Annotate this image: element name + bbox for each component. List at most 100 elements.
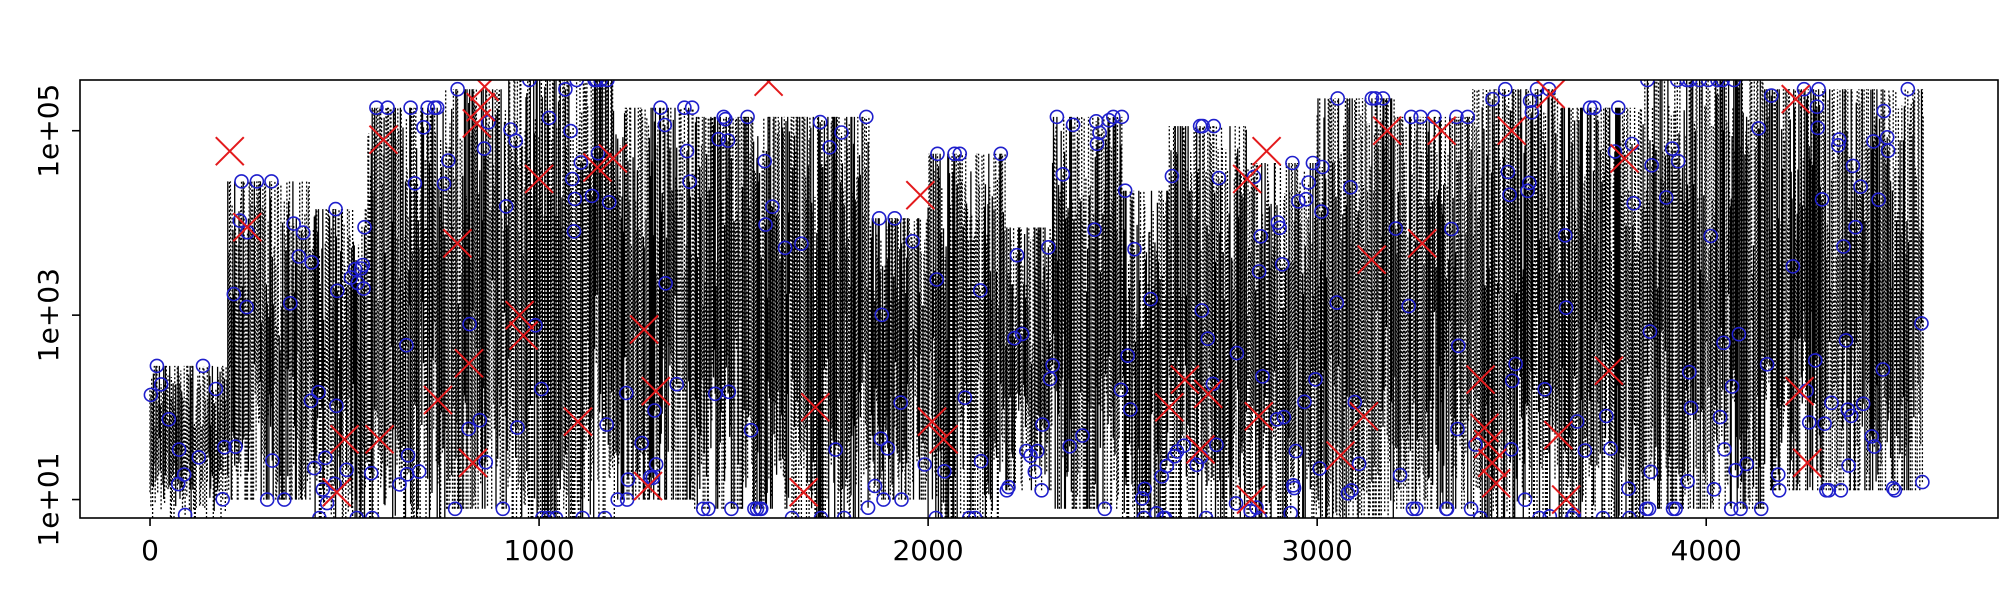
data-point [1498, 81, 1513, 97]
data-point [1845, 158, 1861, 174]
outlier-marker [504, 300, 535, 330]
data-point [1664, 141, 1680, 156]
data-point [1915, 474, 1930, 490]
data-point [304, 254, 320, 270]
data-point [495, 501, 511, 517]
data-point [874, 307, 890, 323]
data-point [541, 510, 556, 518]
outlier-marker [1784, 376, 1815, 406]
outlier-marker [1426, 116, 1457, 146]
data-point [1449, 109, 1464, 125]
data-point [721, 384, 737, 400]
data-point [610, 492, 626, 507]
data-point [567, 191, 583, 207]
data-point [380, 100, 395, 115]
data-point [177, 507, 193, 518]
data-point [1200, 331, 1216, 347]
data-point [1710, 80, 1725, 88]
data-point [1836, 239, 1851, 254]
data-point [1149, 506, 1164, 518]
data-point [191, 450, 207, 465]
data-point [1785, 259, 1801, 274]
data-point [569, 80, 584, 88]
data-point [1315, 159, 1330, 175]
data-point [1599, 408, 1614, 424]
data-point [758, 217, 773, 232]
data-point [1537, 381, 1552, 397]
outlier-marker [905, 180, 936, 210]
data-point [1621, 481, 1636, 497]
data-point [1106, 109, 1121, 125]
outlier-marker [582, 152, 613, 183]
data-point [1450, 421, 1465, 437]
data-point [1035, 417, 1050, 432]
data-point [1529, 81, 1545, 97]
data-point [1288, 443, 1304, 459]
data-point [420, 100, 436, 115]
data-point [508, 133, 524, 148]
data-point [657, 117, 673, 133]
data-point [1875, 362, 1891, 377]
data-point [593, 80, 608, 88]
outlier-marker [364, 424, 395, 455]
data-point [319, 495, 335, 511]
data-point [329, 283, 345, 299]
data-point [1045, 357, 1060, 373]
data-point [1164, 168, 1180, 184]
data-point [1114, 109, 1130, 125]
outlier-marker [1372, 116, 1402, 146]
data-point [259, 492, 275, 507]
data-point [1330, 91, 1345, 106]
outlier-marker [1170, 364, 1200, 395]
data-point [740, 109, 755, 125]
data-point [1771, 482, 1787, 498]
data-point [478, 454, 494, 470]
outlier-marker [641, 376, 671, 406]
data-point [812, 114, 828, 130]
data-point [720, 133, 736, 148]
data-point [171, 442, 187, 457]
data-point [234, 174, 249, 189]
outlier-marker [1543, 420, 1574, 450]
x-tick-label: 2000 [892, 534, 963, 567]
data-point [363, 465, 379, 481]
data-point [813, 510, 829, 518]
data-point [1643, 464, 1659, 480]
data-point [599, 417, 614, 432]
outlier-marker [1236, 484, 1266, 515]
data-point [1030, 443, 1045, 459]
data-point [522, 80, 537, 88]
outlier-marker [462, 108, 492, 139]
outlier-marker [1551, 484, 1581, 515]
data-point [1388, 221, 1404, 236]
data-point [1211, 170, 1227, 186]
data-point [264, 174, 279, 189]
outlier-marker [368, 124, 399, 155]
data-point [658, 275, 673, 291]
data-point [1286, 480, 1302, 496]
data-point [534, 381, 549, 397]
data-point [1343, 180, 1358, 195]
outlier-marker [788, 477, 819, 507]
data-point [1751, 121, 1766, 136]
data-point [653, 100, 668, 115]
data-point [1914, 316, 1929, 331]
outlier-marker [1594, 355, 1624, 386]
data-point [684, 100, 700, 115]
outlier-marker [1185, 434, 1216, 465]
data-point [558, 82, 573, 97]
data-point [600, 80, 615, 88]
data-point [364, 510, 380, 518]
data-point [1276, 409, 1292, 425]
data-point [1703, 228, 1718, 244]
data-point [1375, 91, 1391, 106]
data-point [1274, 256, 1290, 272]
outlier-marker [1251, 136, 1282, 166]
outlier-marker [1244, 401, 1274, 431]
data-point [1753, 501, 1769, 517]
data-point [893, 395, 909, 410]
plot-area [143, 80, 1930, 518]
data-point [1712, 409, 1728, 425]
data-point [1679, 80, 1694, 88]
data-point [887, 211, 903, 226]
